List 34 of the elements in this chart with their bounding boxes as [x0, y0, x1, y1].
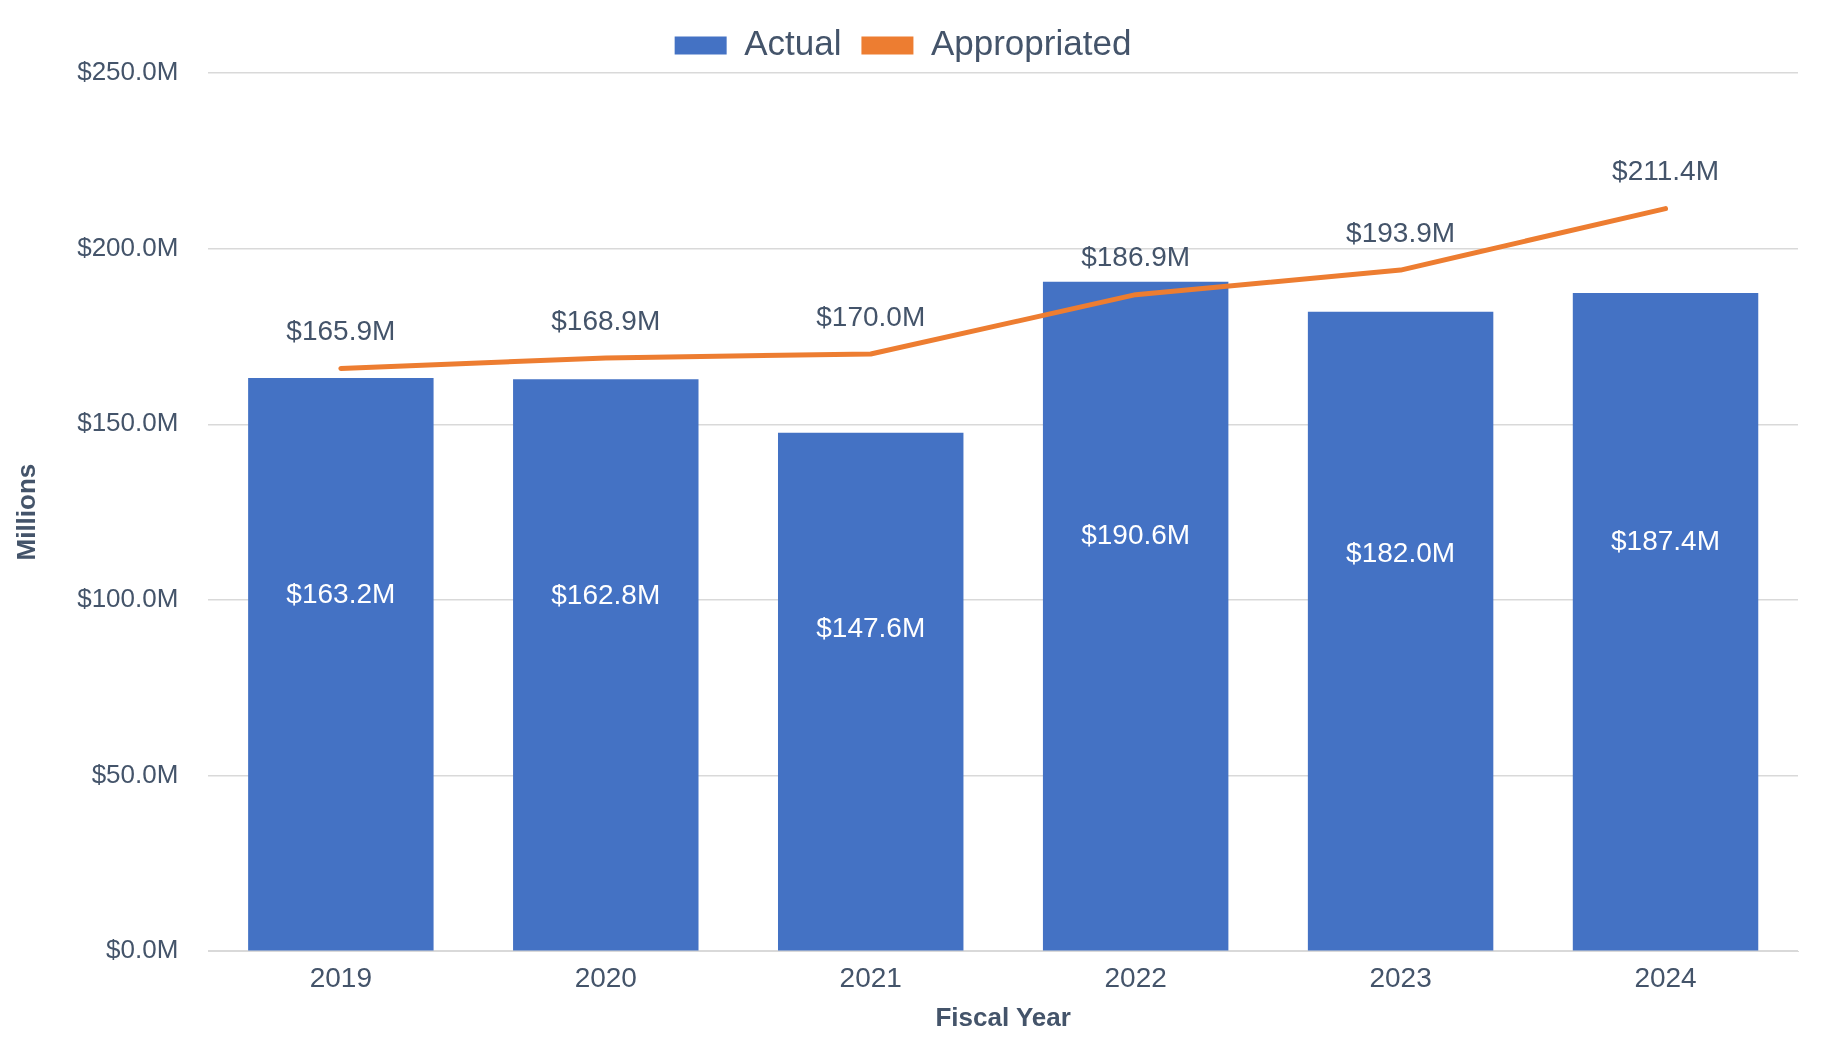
data-label: $165.9M [286, 315, 396, 347]
x-tick-label: 2024 [1634, 961, 1697, 993]
x-tick-label: 2020 [574, 961, 637, 993]
y-tick-label: $50.0M [91, 758, 179, 789]
data-label: $193.9M [1346, 216, 1456, 248]
bar [513, 379, 699, 951]
y-axis-title: Millions [10, 463, 41, 561]
y-tick-label: $150.0M [77, 407, 179, 438]
bar [778, 432, 964, 951]
data-label: $163.2M [286, 578, 396, 610]
data-label: $170.0M [816, 300, 926, 332]
data-label: $186.9M [1081, 241, 1191, 273]
x-tick-label: 2023 [1369, 961, 1432, 993]
y-tick-label: $250.0M [77, 56, 179, 87]
legend-label: Actual [744, 23, 842, 63]
data-label: $190.6M [1081, 518, 1191, 550]
bar [1572, 292, 1759, 951]
x-tick-label: 2022 [1104, 961, 1167, 993]
y-tick-label: $100.0M [77, 583, 179, 614]
bar [1042, 281, 1229, 951]
legend-label: Appropriated [930, 23, 1132, 63]
data-label: $211.4M [1612, 155, 1719, 187]
data-label: $162.8M [551, 579, 661, 611]
x-tick-label: 2021 [839, 961, 902, 993]
data-label: $182.0M [1346, 537, 1456, 569]
bar [248, 377, 434, 951]
data-label: $168.9M [551, 304, 661, 336]
x-tick-label: 2019 [309, 961, 372, 993]
bar [1307, 311, 1494, 951]
y-tick-label: $200.0M [77, 231, 179, 262]
x-axis-title: Fiscal Year [935, 1001, 1071, 1032]
data-label: $187.4M [1611, 525, 1721, 557]
y-tick-label: $0.0M [106, 934, 179, 965]
data-label: $147.6M [816, 612, 926, 644]
